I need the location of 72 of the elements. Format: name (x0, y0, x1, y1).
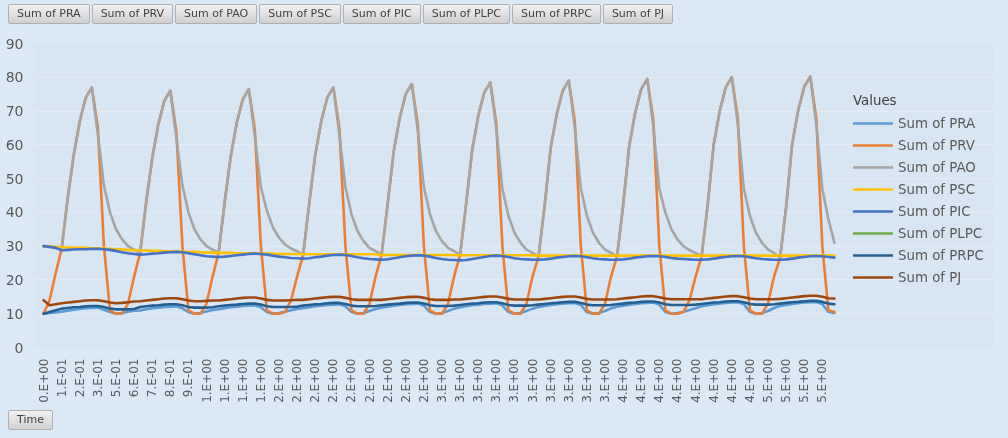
legend-label: Sum of PAO (898, 159, 976, 175)
x-tick-label: 3.E+00 (579, 358, 594, 403)
text: Sum of PJ (602, 4, 674, 24)
y-tick-label: 0 (14, 339, 24, 356)
x-tick-label: 2.E+00 (326, 358, 341, 403)
legend-label: Sum of PRPC (898, 247, 984, 263)
x-tick-label: 5.E-01 (109, 358, 123, 398)
x-tick-label: 4.E+00 (670, 358, 685, 403)
x-tick-label: 4.E+00 (688, 358, 703, 403)
x-tick-label: 0.E+00 (36, 358, 51, 403)
x-tick-label: 2.E+00 (380, 358, 395, 403)
y-tick-label: 10 (5, 305, 24, 322)
text: Sum of PLPC (422, 4, 511, 24)
x-tick-label: 3.E+00 (525, 358, 540, 403)
text: Sum of PRV (91, 4, 174, 24)
x-tick-label: 8.E-01 (163, 358, 178, 398)
x-tick-label: 5.E+00 (761, 358, 775, 403)
legend-label: Sum of PJ (898, 269, 962, 285)
legend-label: Sum of PSC (898, 181, 976, 197)
x-tick-label: 2.E+00 (290, 358, 305, 403)
x-tick-label: 2.E+00 (272, 358, 286, 403)
x-tick-label: 1.E-01 (54, 358, 69, 398)
text: Sum of PIC (342, 4, 421, 24)
x-tick-label: 6.E-01 (127, 358, 142, 398)
y-tick-label: 70 (5, 103, 24, 120)
legend-label: Sum of PRA (898, 115, 976, 131)
x-tick-label: 4.E+00 (706, 358, 721, 403)
x-tick-label: 3.E-01 (90, 358, 105, 398)
x-tick-label: 2.E+00 (344, 358, 359, 403)
x-tick-label: 3.E+00 (435, 358, 449, 403)
legend-label: Sum of PRV (898, 137, 975, 153)
y-tick-label: 30 (5, 238, 24, 255)
x-tick-label: 4.E+00 (742, 358, 757, 403)
legend-label: Sum of PLPC (898, 225, 983, 241)
text: Sum of PRA (8, 4, 90, 24)
x-tick-label: 5.E+00 (779, 358, 794, 403)
x-tick-label: 9.E-01 (181, 358, 196, 398)
x-tick-label: 3.E+00 (598, 358, 612, 403)
x-tick-label: 3.E+00 (507, 358, 522, 403)
text: Sum of PSC (259, 4, 341, 24)
x-tick-label: 4.E+00 (724, 358, 739, 403)
x-tick-label: 1.E+00 (217, 358, 232, 403)
x-tick-label: 2.E+00 (398, 358, 413, 403)
x-tick-label: 1.E+00 (235, 358, 250, 403)
text: Sum of PRPC (512, 4, 601, 24)
y-tick-label: 20 (5, 271, 24, 288)
x-tick-label: 2.E+00 (362, 358, 377, 403)
x-tick-label: 3.E+00 (489, 358, 504, 403)
x-tick-label: 3.E+00 (471, 358, 486, 403)
x-tick-label: 2.E-01 (72, 358, 87, 398)
x-axis-title: Time (8, 410, 53, 430)
x-tick-label: 1.E+00 (253, 358, 268, 403)
legend-label: Sum of PIC (898, 203, 971, 219)
y-tick-label: 60 (5, 136, 24, 153)
x-tick-label: 4.E+00 (652, 358, 667, 403)
y-tick-label: 90 (5, 35, 24, 52)
x-tick-label: 5.E+00 (815, 358, 830, 403)
x-tick-label: 4.E+00 (616, 358, 631, 403)
x-tick-label: 3.E+00 (543, 358, 558, 403)
x-tick-label: 3.E+00 (453, 358, 468, 403)
x-tick-label: 5.E+00 (797, 358, 812, 403)
y-tick-label: 40 (5, 204, 24, 221)
x-tick-label: 7.E-01 (145, 358, 160, 398)
y-tick-label: 80 (5, 69, 24, 86)
legend-title: Values (853, 93, 898, 108)
text: Sum of PAO (175, 4, 258, 24)
x-tick-label: 1.E+00 (199, 358, 214, 403)
x-tick-label: 2.E+00 (416, 358, 431, 403)
x-tick-label: 2.E+00 (308, 358, 323, 403)
x-tick-label: 4.E+00 (634, 358, 649, 403)
x-tick-label: 3.E+00 (561, 358, 576, 403)
y-tick-label: 50 (5, 170, 24, 187)
